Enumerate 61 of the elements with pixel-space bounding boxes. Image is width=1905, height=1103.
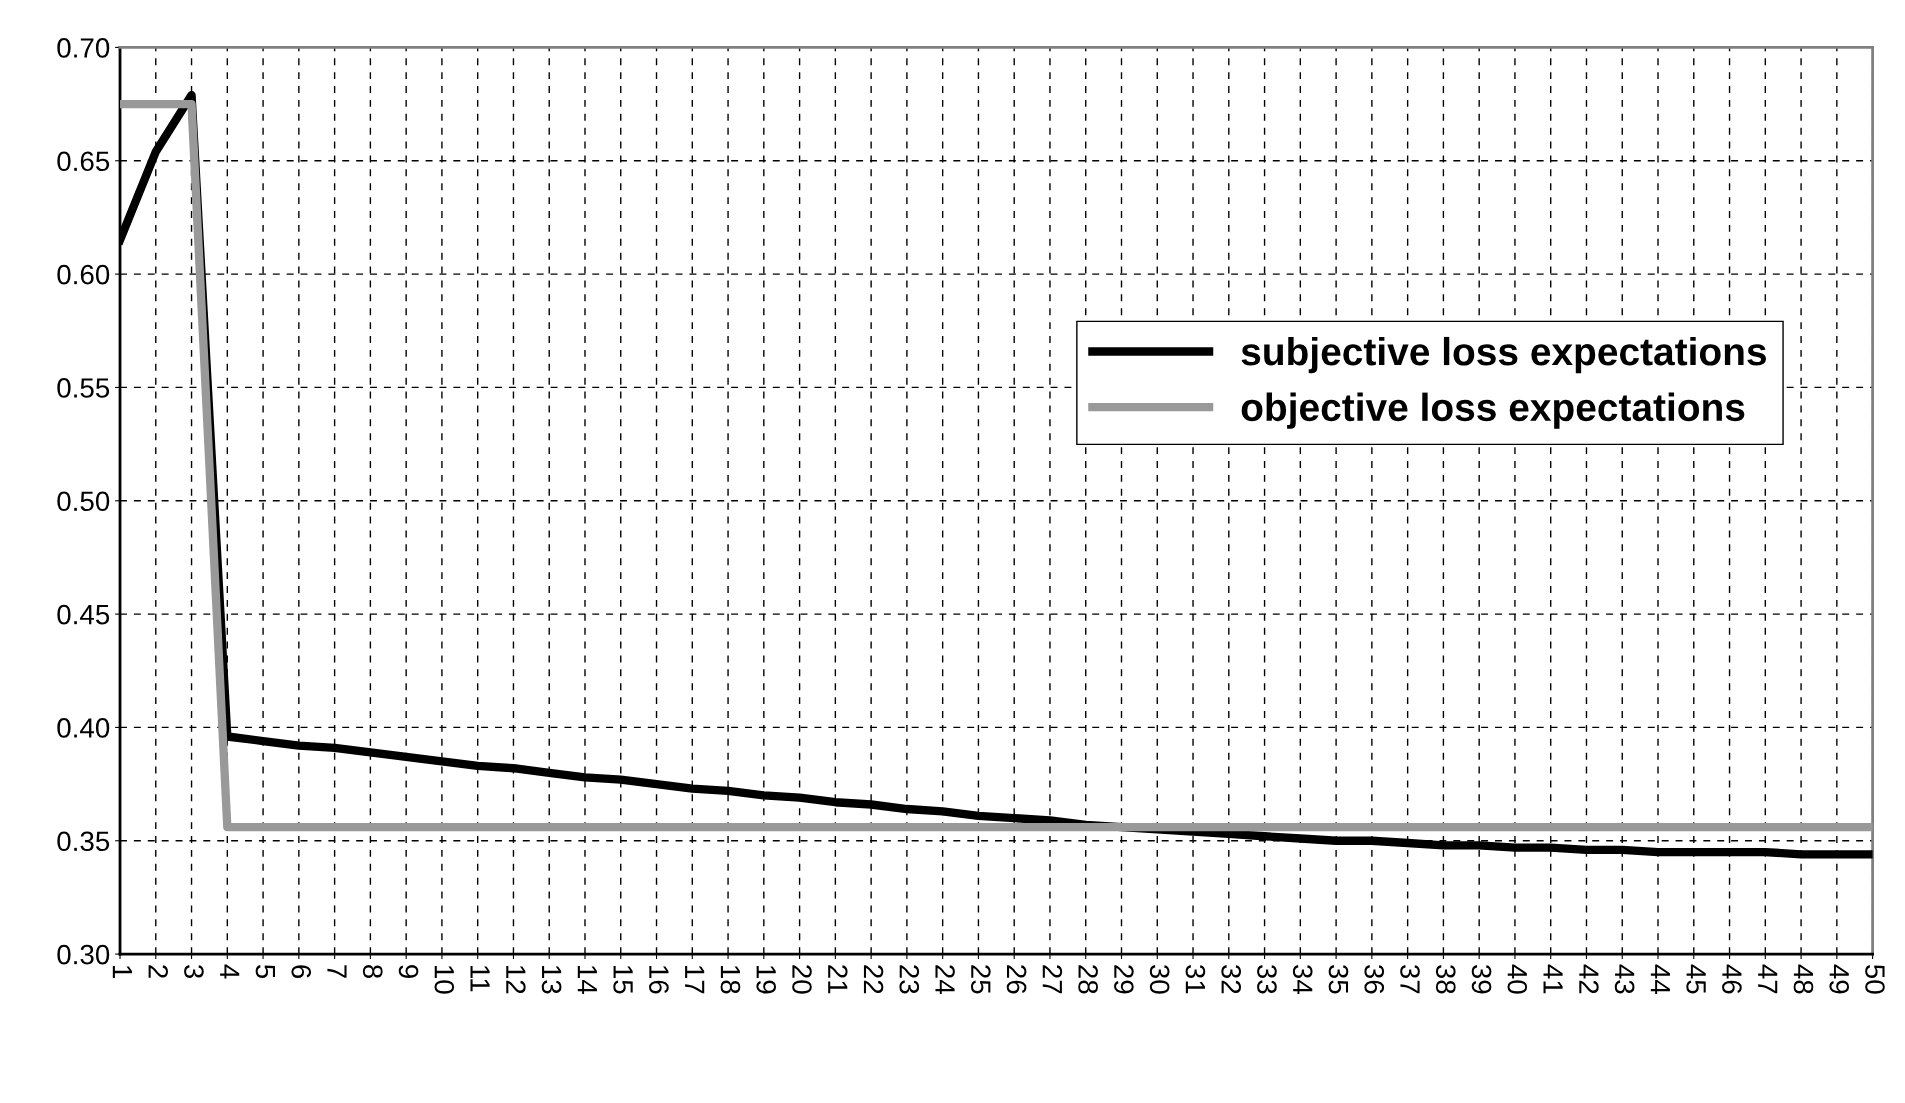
x-tick-label: 27: [1042, 965, 1063, 994]
x-tick-label: 18: [720, 965, 741, 994]
x-tick-label: 46: [1722, 964, 1742, 994]
x-tick-label: 43: [1614, 964, 1635, 994]
x-tick-label: 2: [148, 965, 168, 978]
legend-label: objective loss expectations: [1241, 392, 1745, 429]
y-tick-label: 0.60: [57, 264, 110, 285]
x-tick-label: 21: [828, 965, 848, 994]
x-tick-label: 5: [255, 964, 276, 979]
x-tick-label: 19: [756, 965, 777, 994]
x-tick-label: 26: [1006, 965, 1027, 994]
x-tick-label: 16: [649, 965, 669, 994]
x-tick-label: 6: [291, 965, 312, 979]
x-tick-label: 31: [1185, 964, 1206, 994]
x-tick-label: 37: [1400, 964, 1420, 994]
x-tick-label: 7: [327, 965, 347, 978]
x-tick-label: 49: [1829, 964, 1850, 994]
x-tick-label: 28: [1078, 965, 1098, 994]
x-tick-label: 39: [1471, 964, 1492, 994]
y-tick-label: 0.55: [57, 378, 110, 398]
x-tick-label: 42: [1579, 964, 1599, 994]
x-tick-label: 34: [1292, 964, 1313, 994]
x-tick-label: 10: [434, 965, 455, 994]
y-tick-label: 0.30: [57, 944, 110, 965]
x-tick-label: 14: [577, 965, 597, 994]
x-tick-label: 25: [970, 965, 991, 994]
x-tick-label: 24: [935, 965, 955, 994]
x-tick-label: 50: [1865, 964, 1885, 994]
x-tick-label: 22: [863, 965, 884, 994]
x-tick-label: 44: [1650, 964, 1670, 994]
x-tick-label: 11: [470, 965, 490, 992]
y-tick-label: 0.50: [57, 491, 110, 512]
y-tick-label: 0.65: [57, 151, 110, 172]
y-tick-label: 0.70: [57, 38, 110, 58]
x-tick-label: 15: [613, 965, 633, 994]
x-tick-label: 36: [1364, 964, 1385, 994]
x-tick-label: 12: [506, 965, 526, 994]
x-tick-label: 20: [792, 965, 812, 994]
x-tick-label: 33: [1257, 964, 1277, 994]
x-tick-label: 41: [1543, 964, 1563, 994]
x-tick-label: 45: [1686, 964, 1706, 994]
x-tick-label: 23: [899, 965, 920, 994]
x-tick-label: 4: [220, 964, 240, 979]
y-tick-label: 0.45: [57, 604, 110, 625]
x-tick-label: 17: [685, 965, 705, 994]
x-tick-label: 38: [1435, 964, 1456, 994]
x-tick-label: 9: [398, 965, 419, 978]
x-tick-label: 3: [184, 964, 204, 979]
x-tick-label: 32: [1221, 964, 1242, 994]
x-tick-label: 47: [1758, 964, 1778, 994]
x-tick-label: 30: [1149, 964, 1170, 994]
x-tick-label: 40: [1507, 964, 1528, 994]
legend-label: subjective loss expectations: [1241, 336, 1766, 374]
x-tick-label: 35: [1328, 964, 1349, 994]
x-tick-label: 29: [1114, 965, 1134, 994]
x-tick-label: 8: [362, 965, 383, 979]
x-tick-label: 13: [541, 965, 562, 994]
y-tick-label: 0.40: [57, 718, 110, 738]
x-tick-label: 1: [112, 965, 132, 978]
x-tick-label: 48: [1793, 964, 1814, 994]
y-tick-label: 0.35: [57, 831, 110, 852]
